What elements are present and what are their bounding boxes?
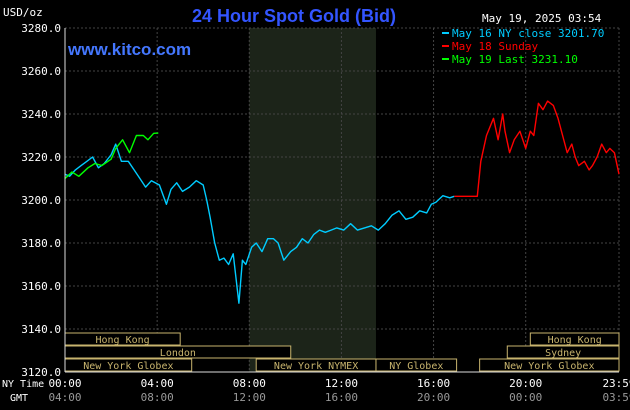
x-tick-label-gmt: 12:00: [233, 391, 266, 404]
session-label: Hong Kong: [95, 335, 149, 346]
source-label: www.kitco.com: [67, 40, 191, 59]
trading-sessions: Hong Kong Hong Kong London Sydney New York G…: [64, 332, 620, 372]
y-tick-label: 3200.0: [21, 194, 61, 207]
x-tick-label-ny: 04:00: [141, 377, 174, 390]
legend-entry: May 18 Sunday: [452, 40, 538, 53]
legend-entry: May 19 Last 3231.10: [452, 53, 578, 66]
x-tick-label-ny: 08:00: [233, 377, 266, 390]
y-axis-unit: USD/oz: [3, 6, 43, 19]
x-tick-label-ny: 12:00: [325, 377, 358, 390]
x-tick-label-ny: 20:00: [509, 377, 542, 390]
x-tick-label-ny: 16:00: [417, 377, 450, 390]
x-tick-label-gmt: 00:00: [509, 391, 542, 404]
gmt-label: GMT: [10, 393, 28, 404]
x-tick-label-gmt: 08:00: [141, 391, 174, 404]
ny-time-label: NY Time: [2, 379, 44, 390]
legend-entry: May 16 NY close 3201.70: [452, 27, 604, 40]
x-tick-label-gmt: 20:00: [417, 391, 450, 404]
session-bar: [375, 358, 458, 372]
y-tick-label: 3280.0: [21, 22, 61, 35]
axes: 3120.0 3140.0 3160.0 3180.0 3200.0 3220.0 3240…: [21, 22, 630, 404]
session-bar: [479, 358, 620, 372]
y-tick-label: 3240.0: [21, 108, 61, 121]
y-tick-label: 3180.0: [21, 237, 61, 250]
session-label: New York NYMEX: [274, 361, 358, 372]
session-label: NY Globex: [389, 361, 443, 372]
x-tick-label-ny: 23:59: [602, 377, 630, 390]
series-line-0: [64, 143, 455, 304]
session-label: Hong Kong: [548, 335, 602, 346]
y-tick-label: 3220.0: [21, 151, 61, 164]
chart-title: 24 Hour Spot Gold (Bid): [192, 6, 396, 26]
session-label: London: [160, 348, 196, 359]
x-tick-label-ny: 00:00: [48, 377, 81, 390]
y-tick-label: 3160.0: [21, 280, 61, 293]
timestamp: May 19, 2025 03:54: [482, 12, 602, 25]
session-label: New York Globex: [83, 361, 173, 372]
series-line-2: [64, 132, 159, 180]
session-label: Sydney: [545, 348, 581, 359]
grid-lines: [64, 27, 620, 373]
y-tick-label: 3260.0: [21, 65, 61, 78]
price-series: [64, 100, 620, 304]
session-bar: [506, 345, 620, 359]
y-tick-label: 3120.0: [21, 366, 61, 379]
x-tick-label-gmt: 03:59: [602, 391, 630, 404]
y-tick-label: 3140.0: [21, 323, 61, 336]
session-bar: [529, 332, 620, 346]
x-tick-label-gmt: 16:00: [325, 391, 358, 404]
market-hours-shading: [249, 28, 376, 372]
series-line-1: [454, 100, 620, 197]
session-label: New York Globex: [504, 361, 594, 372]
x-tick-label-gmt: 04:00: [48, 391, 81, 404]
